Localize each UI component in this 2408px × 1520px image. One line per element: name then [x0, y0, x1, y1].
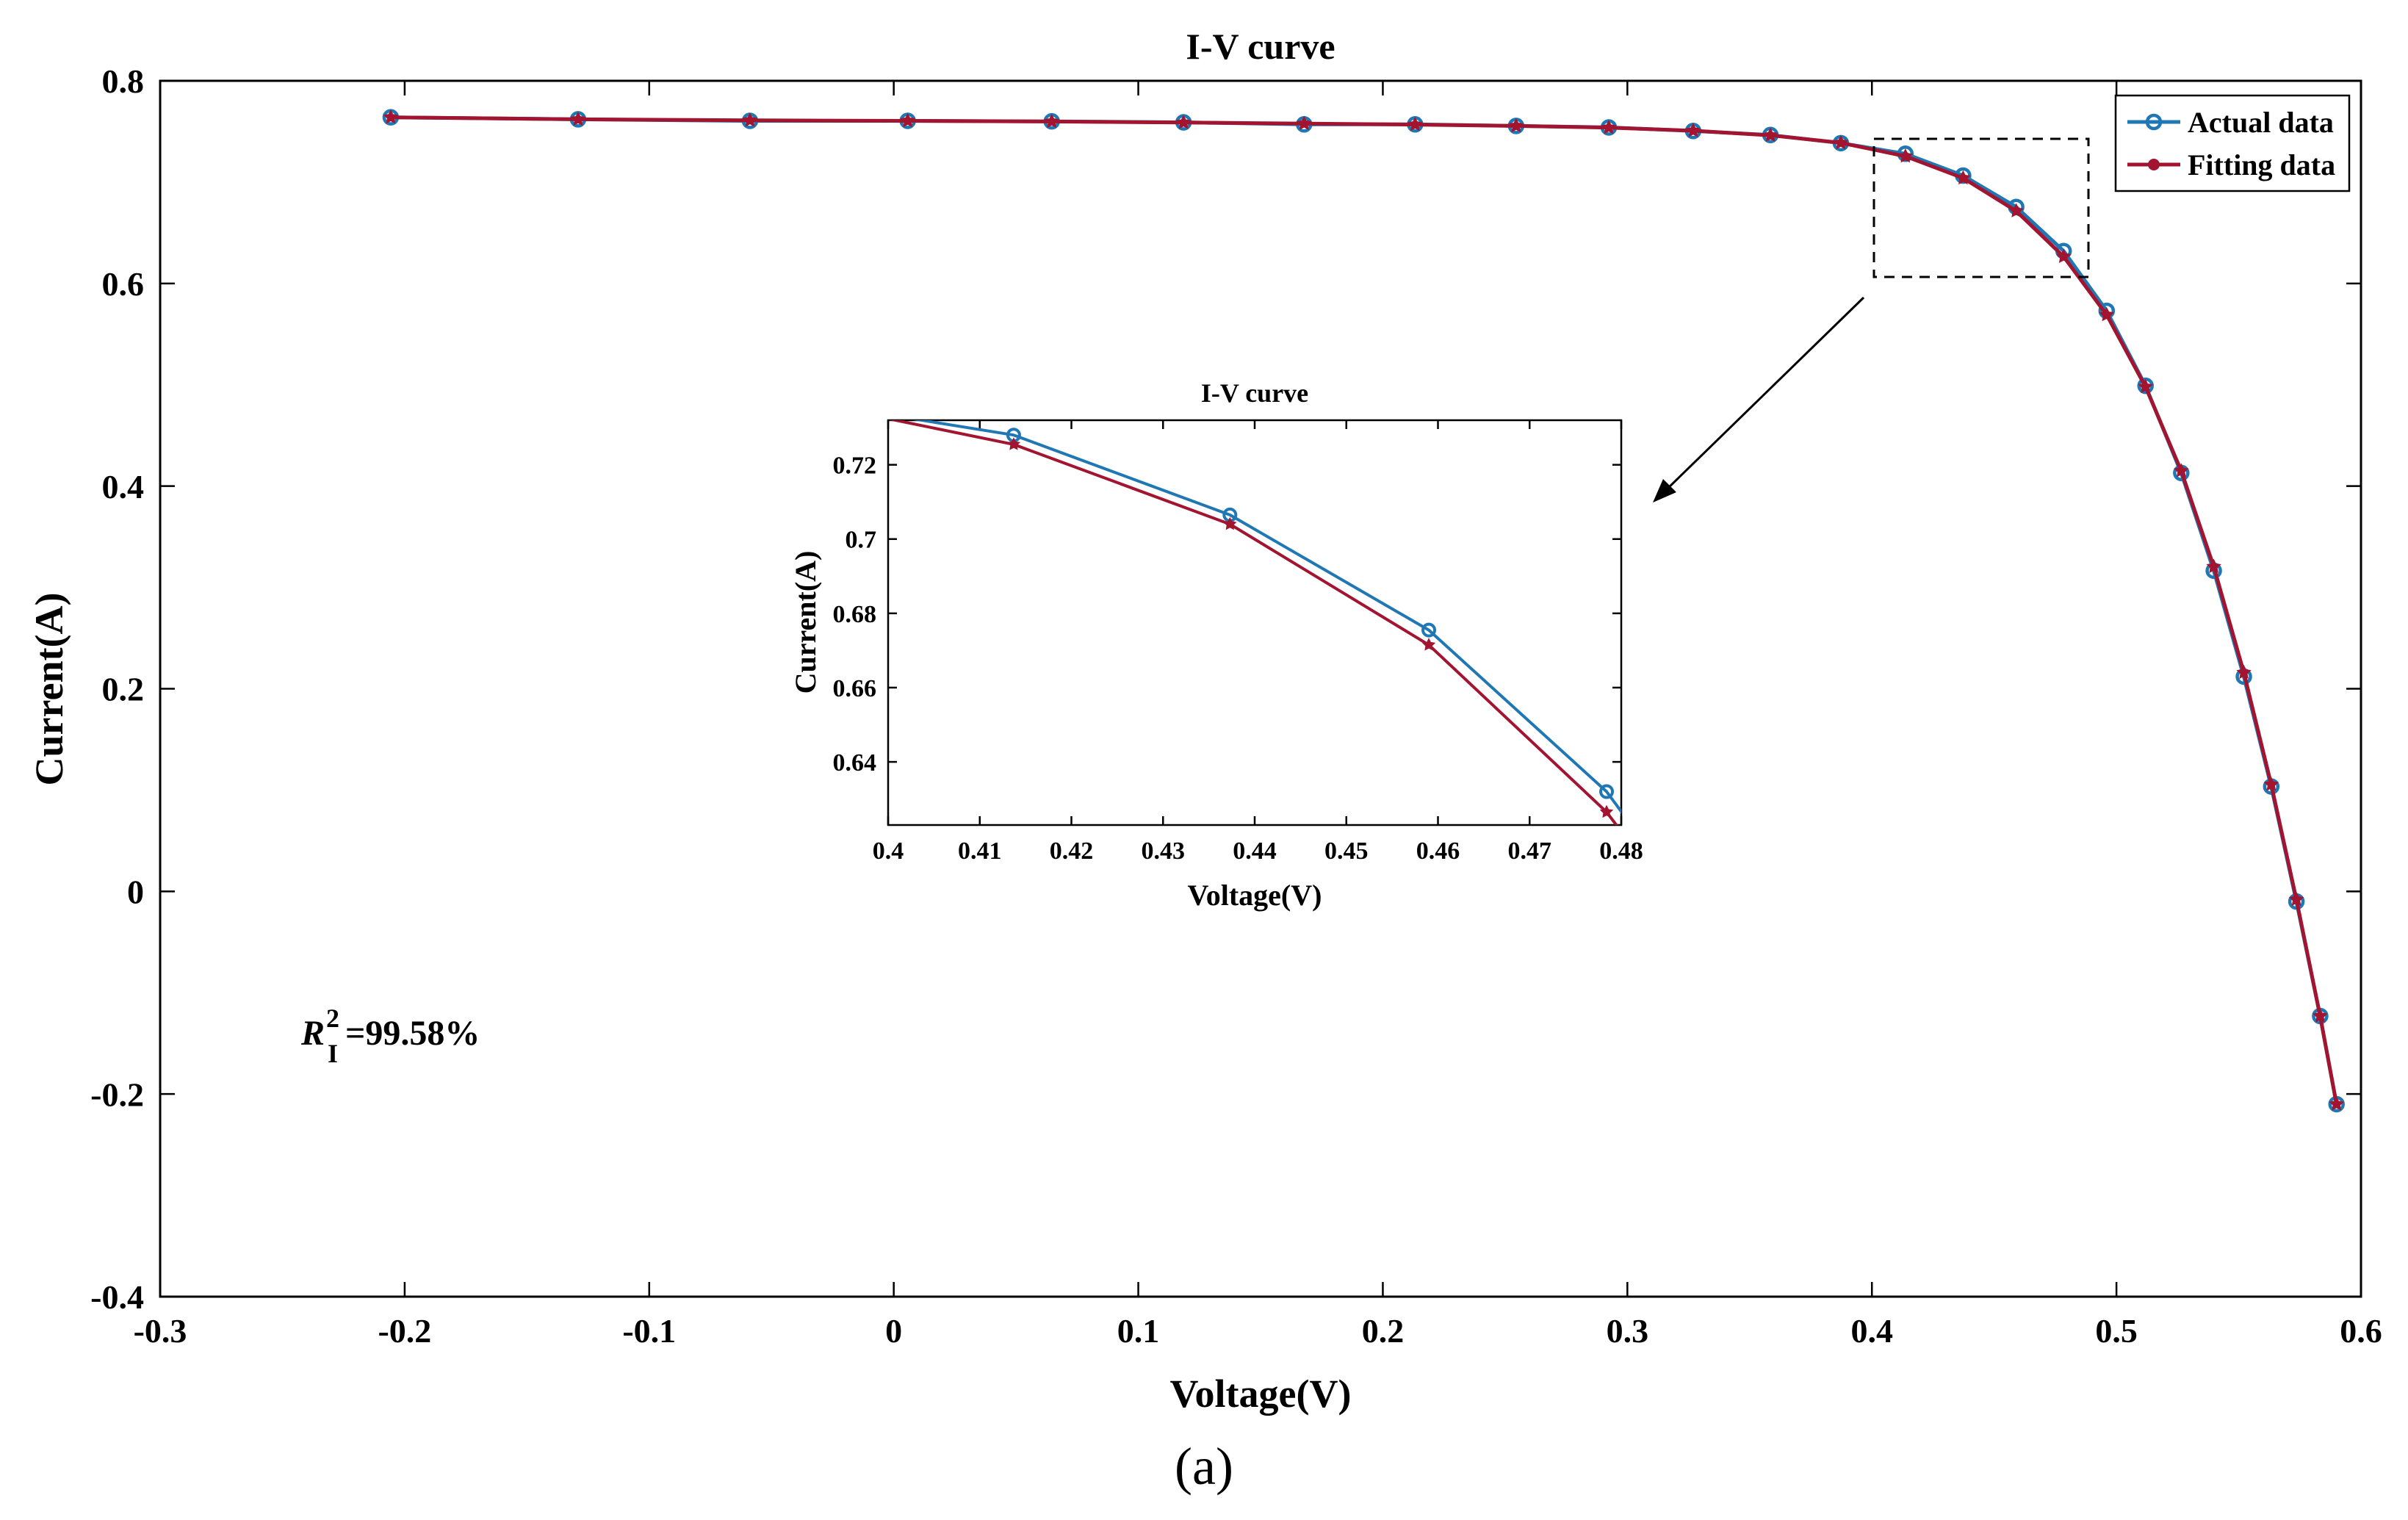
r-squared-symbol: R [300, 1014, 325, 1053]
main-x-tick-label: -0.3 [134, 1312, 187, 1350]
inset-title: I-V curve [1201, 378, 1308, 408]
zoom-region-box [1872, 137, 2090, 278]
legend-actual-marker [2145, 113, 2163, 131]
main-fitting-point [1601, 119, 1617, 134]
main-fitting-point [2313, 1008, 2328, 1023]
legend-fitting-label: Fitting data [2188, 148, 2335, 181]
main-y-tick-label: 0.4 [102, 468, 145, 505]
main-fitting-point [1955, 170, 1971, 185]
inset-y-axis-label: Current(A) [789, 551, 822, 694]
legend-fitting-marker [2148, 159, 2160, 170]
inset-fitting-point [1223, 516, 1237, 530]
inset-actual-point [1599, 784, 1615, 799]
inset-fitting-series-line [888, 420, 1618, 825]
main-x-tick-label: 0.1 [1117, 1312, 1160, 1350]
r-squared-value: =99.58% [345, 1014, 480, 1053]
main-y-tick-label: 0 [127, 873, 144, 910]
r-squared-annotation: R 2 I =99.58% [300, 1004, 480, 1068]
inset-x-tick-label: 0.48 [1599, 838, 1643, 865]
figure-caption: (a) [1175, 1437, 1233, 1496]
main-y-tick-label: 0.6 [102, 265, 145, 303]
inset-x-tick-label: 0.46 [1416, 838, 1460, 865]
zoom-arrow-line [1665, 296, 1865, 491]
inset-plot: 0.4 0.41 0.42 0.43 0.44 0.45 0.46 0.47 0.48 0.64 0… [789, 378, 1643, 912]
inset-series [888, 420, 1621, 825]
main-x-tick-label: 0.5 [2095, 1312, 2138, 1350]
main-fitting-point [570, 111, 586, 126]
main-x-tick-label: 0.3 [1607, 1312, 1649, 1350]
main-fitting-point [2236, 664, 2252, 680]
main-y-axis-label: Current(A) [27, 593, 71, 786]
main-y-tick-label: 0.8 [102, 62, 145, 100]
main-fitting-point [742, 112, 758, 127]
main-fitting-point [1407, 116, 1423, 132]
inset-x-tick-label: 0.42 [1050, 838, 1094, 865]
main-fitting-point [1297, 115, 1312, 130]
inset-ticks: 0.4 0.41 0.42 0.43 0.44 0.45 0.46 0.47 0.48 0.64 0… [833, 420, 1643, 865]
inset-y-tick-label: 0.72 [833, 453, 877, 480]
main-fitting-point [2055, 248, 2072, 263]
inset-x-tick-label: 0.43 [1142, 838, 1186, 865]
main-fitting-point [1762, 127, 1778, 142]
main-fitting-point [383, 109, 399, 124]
main-x-axis-label: Voltage(V) [1170, 1372, 1352, 1416]
inset-y-tick-label: 0.68 [833, 601, 877, 628]
main-plot: -0.3 -0.2 -0.1 0 0.1 0.2 0.3 0.4 0.5 0.6 -0.4 -0.2 0… [27, 26, 2382, 1416]
inset-fitting-point [1421, 638, 1436, 651]
main-x-tick-label: 0 [885, 1312, 902, 1350]
inset-plot-frame [887, 419, 1623, 826]
main-fitting-point [2206, 558, 2221, 573]
zoom-arrow-head [1653, 479, 1676, 503]
inset-x-tick-label: 0.47 [1508, 838, 1552, 865]
main-fitting-point [2138, 378, 2153, 394]
main-fitting-point [2008, 203, 2024, 217]
main-x-tick-label: -0.2 [378, 1312, 431, 1350]
legend: Actual data Fitting data [2114, 94, 2351, 192]
inset-y-tick-label: 0.7 [846, 527, 877, 554]
inset-y-tick-label: 0.64 [833, 749, 877, 777]
legend-box [2114, 94, 2351, 192]
main-fitting-point [1833, 134, 1849, 150]
main-fitting-point [1897, 148, 1914, 163]
inset-fitting-point [1599, 804, 1614, 818]
r-squared-subscript: I [328, 1039, 338, 1068]
inset-x-tick-label: 0.45 [1324, 838, 1369, 865]
main-y-tick-label: 0.2 [102, 671, 145, 708]
main-fitting-point [1175, 115, 1192, 129]
main-fitting-point [2289, 891, 2304, 906]
inset-x-axis-label: Voltage(V) [1188, 879, 1322, 912]
inset-actual-point [1421, 622, 1437, 638]
inset-x-tick-label: 0.41 [958, 838, 1002, 865]
main-x-tick-label: 0.2 [1362, 1312, 1405, 1350]
main-fitting-point [1044, 113, 1059, 129]
inset-actual-series-line [912, 420, 1621, 815]
main-fitting-point [1508, 118, 1524, 133]
main-fitting-point [900, 112, 915, 128]
main-fitting-point [2174, 463, 2189, 478]
r-squared-superscript: 2 [326, 1004, 339, 1033]
main-x-tick-label: 0.4 [1850, 1312, 1893, 1350]
main-fitting-point [2099, 306, 2115, 322]
inset-y-tick-label: 0.66 [833, 675, 877, 702]
legend-actual-label: Actual data [2188, 106, 2334, 139]
main-ticks: -0.3 -0.2 -0.1 0 0.1 0.2 0.3 0.4 0.5 0.6 -0.4 -0.2 0… [90, 62, 2382, 1350]
inset-x-tick-label: 0.4 [873, 838, 904, 865]
inset-x-tick-label: 0.44 [1233, 838, 1277, 865]
main-fitting-point [1685, 123, 1701, 137]
main-x-tick-label: -0.1 [622, 1312, 676, 1350]
main-x-tick-label: 0.6 [2340, 1312, 2382, 1350]
inset-clip-group [888, 420, 1621, 825]
main-fitting-point [2329, 1096, 2344, 1111]
inset-fitting-point [1006, 437, 1021, 450]
main-fitting-point [2263, 777, 2279, 791]
main-y-tick-label: -0.2 [90, 1076, 144, 1113]
main-title: I-V curve [1186, 26, 1335, 67]
main-y-tick-label: -0.4 [90, 1278, 144, 1316]
